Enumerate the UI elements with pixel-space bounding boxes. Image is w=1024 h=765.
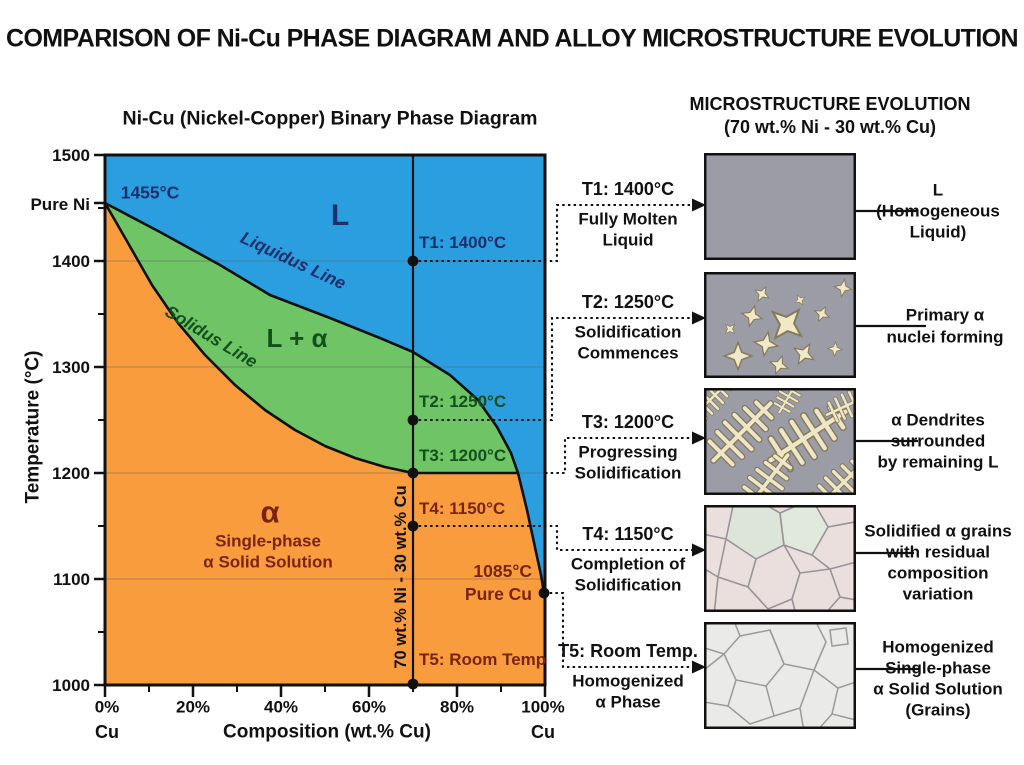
desc-t1-line3: Liquid) [909, 222, 967, 242]
liquid-region-label: L [330, 199, 350, 232]
pure-ni-label: Pure Ni [30, 195, 90, 214]
composition-line-label: 70 wt.% Ni - 30 wt.% Cu [391, 485, 410, 669]
desc-t3-line2: surrounded [890, 431, 986, 451]
stage-t5-line2: Homogenized [572, 671, 684, 691]
two-phase-region [105, 203, 518, 473]
alpha-nuclei [722, 277, 854, 376]
two-phase-region-label: L + α [266, 323, 328, 353]
desc-t4-line2: with residual [886, 542, 990, 562]
y-tick-1200: 1200 [52, 464, 90, 483]
grain-boundaries [704, 505, 856, 612]
micrograph-t4-grains-cored [704, 505, 856, 612]
alpha-region-label: α [260, 494, 280, 530]
stage-t1-line3: Liquid [602, 230, 654, 250]
x-tick-20: 20% [175, 697, 211, 717]
solidus-curve [103, 202, 414, 475]
y-tick-1300: 1300 [52, 358, 90, 377]
stage-t5-line1: T5: Room Temp. [558, 641, 698, 661]
desc-t2-line2: nuclei forming [886, 327, 1004, 347]
alpha-region-sub2: α Solid Solution [203, 552, 333, 572]
desc-t3-line1: α Dendrites [891, 410, 985, 430]
liquidus-curve [104, 201, 546, 594]
t1-point-label: T1: 1400°C [419, 233, 507, 252]
alpha-region [105, 203, 545, 685]
desc-t4-line4: variation [902, 584, 974, 604]
desc-t1-line1: L [932, 180, 944, 200]
grain-boundaries [704, 622, 856, 729]
t4-point-label: T4: 1150°C [419, 499, 506, 518]
y-axis-title: Temperature (°C) [22, 350, 44, 504]
stage-t3-line2: Progressing [578, 442, 678, 462]
desc-t4-line3: composition [887, 563, 989, 583]
x-axis-title: Composition (wt.% Cu) [223, 721, 431, 743]
desc-t5-line4: (Grains) [905, 700, 971, 720]
cu-left-label: Cu [95, 722, 119, 742]
desc-t4-line1: Solidified α grains [864, 521, 1012, 541]
x-tick-80: 80% [439, 697, 475, 717]
x-tick-0: 0% [94, 697, 120, 717]
phase-diagram-title: Ni-Cu (Nickel-Copper) Binary Phase Diagr… [122, 107, 538, 130]
micrograph-t2-nuclei [704, 272, 856, 378]
micrograph-t5-homogenized [704, 622, 856, 729]
stage-t5-line3: α Phase [595, 692, 661, 712]
cu-melting-point-sub: Pure Cu [464, 584, 532, 604]
alpha-region-sub1: Single-phase [215, 531, 321, 551]
x-tick-100: 100% [521, 697, 565, 717]
x-tick-40: 40% [263, 697, 299, 717]
t2-point-label: T2: 1250°C [419, 392, 507, 411]
stage-t4-line3: Solidification [574, 575, 682, 595]
stage-t3-line1: T3: 1200°C [581, 412, 675, 432]
desc-t2-line1: Primary α [905, 305, 985, 325]
dotted-connectors [413, 203, 692, 669]
stage-t4-line2: Completion of [570, 554, 686, 574]
micrograph-t3-dendrites [704, 388, 856, 495]
desc-t5-line3: α Solid Solution [873, 679, 1003, 699]
plot-border [103, 153, 547, 687]
t5-point-label: T5: Room Temp [419, 650, 547, 669]
y-tick-1100: 1100 [53, 570, 90, 589]
desc-t5-line2: Single-phase [885, 658, 991, 678]
micro-panel-title-line2: (70 wt.% Ni - 30 wt.% Cu) [723, 117, 937, 137]
desc-t1-line2: (Homogeneous [876, 201, 1000, 221]
stage-t2-line3: Commences [577, 343, 679, 363]
stage-t4-line1: T4: 1150°C [582, 524, 674, 544]
y-tick-1500: 1500 [52, 146, 90, 165]
micrograph-t1-liquid [704, 153, 856, 260]
y-tick-1000: 1000 [52, 676, 90, 695]
connector-arrowheads [692, 198, 706, 674]
stage-t2-line2: Solidification [574, 322, 682, 342]
x-tick-60: 60% [351, 697, 387, 717]
cu-melting-point-label: 1085°C [473, 561, 532, 581]
y-tick-1400: 1400 [52, 252, 90, 271]
page-title: COMPARISON OF Ni-Cu PHASE DIAGRAM AND AL… [6, 24, 1019, 53]
stage-t1-line1: T1: 1400°C [581, 179, 675, 199]
cu-right-label: Cu [531, 722, 555, 742]
t3-point-label: T3: 1200°C [419, 446, 507, 465]
micro-panel-title-line1: MICROSTRUCTURE EVOLUTION [689, 94, 971, 114]
ni-melting-point-label: 1455°C [120, 182, 180, 203]
desc-t5-line1: Homogenized [882, 637, 994, 657]
desc-t3-line3: by remaining L [877, 452, 999, 472]
stage-t3-line3: Solidification [574, 463, 682, 483]
stage-t2-line1: T2: 1250°C [581, 292, 675, 312]
stage-t1-line2: Fully Molten [578, 209, 678, 229]
